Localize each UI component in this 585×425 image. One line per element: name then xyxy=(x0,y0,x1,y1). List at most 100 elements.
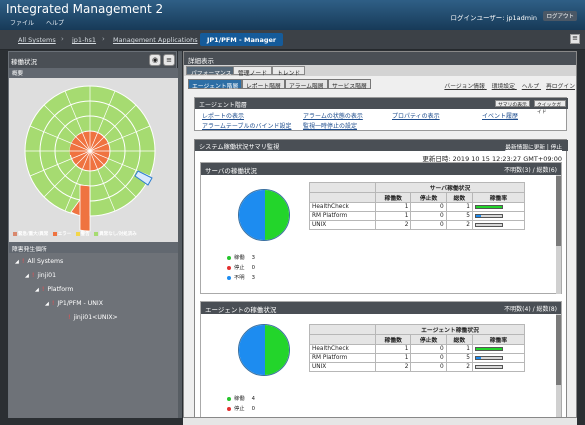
agent-hierarchy-box: エージェント階層 サマリの表示 クイックガイド レポートの表示 アラームの状態の… xyxy=(194,97,568,131)
breadcrumb-all-systems[interactable]: All Systems xyxy=(18,36,56,44)
table-group-header: サーバ稼働状況 xyxy=(375,182,525,193)
agent-hierarchy-title: エージェント階層 xyxy=(195,98,568,109)
summary-button[interactable]: サマリの表示 xyxy=(495,100,530,108)
pie-legend: 稼働 4 停止 0 xyxy=(227,394,255,414)
tab-report-hierarchy[interactable]: レポート階層 xyxy=(242,79,285,90)
status-pie-chart xyxy=(238,189,290,241)
server-status-section: サーバの稼働状況 不明数(3) / 総数(6) 稼働 3 停止 0 不明 3 サーバ稼… xyxy=(200,162,562,294)
tab-alarm-hierarchy[interactable]: アラーム階層 xyxy=(285,79,328,90)
rate-bar xyxy=(474,222,503,227)
tab-performance[interactable]: パフォーマンス xyxy=(186,66,237,77)
breadcrumb-jp1-hs1[interactable]: jp1-hs1 xyxy=(72,36,97,44)
alert-icon: ! xyxy=(51,300,55,307)
scroll-thumb[interactable] xyxy=(556,315,561,385)
tab-management-node[interactable]: 管理ノード xyxy=(233,66,272,77)
hierarchy-tabs: エージェント階層 レポート階層 アラーム階層 サービス階層 バージョン情報 環境… xyxy=(184,78,576,90)
settings-link[interactable]: 環境設定 xyxy=(491,84,515,90)
legend-critical: 緊急/重大/異常 xyxy=(13,231,48,237)
table-row: RM Platform 1 0 5 xyxy=(308,353,526,363)
agent-status-section: エージェントの稼働状況 不明数(4) / 総数(8) 稼働 4 停止 0 エージェン… xyxy=(200,301,562,417)
server-status-table: サーバ稼働状況 稼働数 停止数 総数 稼働率 HealthCheck 1 0 1 RM Pl… xyxy=(308,182,526,230)
bottom-resize-bar[interactable] xyxy=(183,418,577,425)
breadcrumb: All Systems › jp1-hs1 › Management Appli… xyxy=(0,30,585,50)
menu-icon[interactable]: ≡ xyxy=(570,34,580,44)
tab-trend[interactable]: トレンド xyxy=(272,66,306,77)
refresh-link[interactable]: 最新情報に更新 xyxy=(505,145,546,151)
panel-splitter[interactable] xyxy=(178,51,182,418)
overview-header: 概要 xyxy=(9,68,178,78)
section-counts: 不明数(3) / 総数(6) xyxy=(504,167,557,174)
login-user: ログインユーザー: jp1admin xyxy=(450,14,537,22)
app-title: Integrated Management 2 xyxy=(6,2,164,16)
report-link[interactable]: レポートの表示 xyxy=(202,113,245,120)
collapse-icon[interactable]: ◢ xyxy=(35,287,39,293)
legend-running: 稼働 4 xyxy=(227,394,255,404)
table-row: HealthCheck 1 0 1 xyxy=(308,202,526,212)
section-title: サーバの稼働状況 xyxy=(201,163,561,175)
alarm-status-link[interactable]: アラームの状態の表示 xyxy=(303,113,363,120)
tree-item-jp1-pfm-unix[interactable]: ◢! JP1/PFM - UNIX xyxy=(45,300,103,307)
legend-running: 稼働 3 xyxy=(227,253,255,263)
tree-item-jinji01-unix[interactable]: ! jinji01<UNIX> xyxy=(68,314,118,321)
alert-icon: ! xyxy=(68,314,71,321)
details-title: 詳細表示 xyxy=(184,52,576,65)
collapse-icon[interactable]: ◢ xyxy=(15,259,19,265)
collapse-icon[interactable]: ◢ xyxy=(25,273,29,279)
fault-tree: ◢! All Systems ◢! jinji01 ◢! Platform ◢! JP1… xyxy=(9,253,178,418)
breadcrumb-separator: › xyxy=(61,35,64,43)
stop-link[interactable]: 停止 xyxy=(550,145,562,151)
version-link[interactable]: バージョン情報 xyxy=(444,84,485,90)
alert-icon: ! xyxy=(21,258,25,265)
logout-button[interactable]: ログアウト xyxy=(543,11,577,21)
tree-item-jinji01[interactable]: ◢! jinji01 xyxy=(25,272,57,279)
relogin-link[interactable]: 再ログイン xyxy=(546,84,575,90)
collapse-icon[interactable]: ◢ xyxy=(45,301,49,307)
scroll-thumb[interactable] xyxy=(556,176,561,246)
legend-normal: 異常なし/対処済み xyxy=(94,231,137,237)
fault-location-header: 障害発生個所 xyxy=(9,242,178,253)
rate-bar xyxy=(474,355,503,360)
breadcrumb-management-applications[interactable]: Management Applications xyxy=(113,36,198,44)
tab-service-hierarchy[interactable]: サービス階層 xyxy=(328,79,371,90)
utility-links: バージョン情報 環境設定 ヘルプ 再ログイン xyxy=(439,81,575,90)
table-row: UNIX 2 0 2 xyxy=(308,220,526,230)
event-history-link[interactable]: イベント履歴 xyxy=(482,113,519,120)
tree-item-platform[interactable]: ◢! Platform xyxy=(35,286,74,293)
table-row: RM Platform 1 0 5 xyxy=(308,211,526,221)
breadcrumb-separator: › xyxy=(102,35,105,43)
menu-bar: ファイル ヘルプ xyxy=(10,18,74,27)
table-group-header: エージェント稼働状況 xyxy=(375,324,525,335)
breadcrumb-current[interactable]: JP1/PFM - Manager xyxy=(200,33,284,46)
pie-legend: 稼働 3 停止 0 不明 3 xyxy=(227,253,255,283)
status-panel: 稼働状況 ◉ ≡ 概要 xyxy=(8,51,178,418)
sunburst-legend: 緊急/重大/異常 エラー 警告 異常なし/対処済み xyxy=(13,231,140,237)
tree-item-all-systems[interactable]: ◢! All Systems xyxy=(15,258,64,265)
alarm-binding-link[interactable]: アラームテーブルのバインド設定 xyxy=(202,123,292,130)
legend-error: エラー xyxy=(52,231,71,237)
sunburst-chart[interactable] xyxy=(9,78,178,273)
system-summary: システム稼働状況サマリ監視 最新情報に更新 | 停止 更新日時: 2019 10… xyxy=(194,139,568,417)
title-bar: Integrated Management 2 ファイル ヘルプ ログインユーザ… xyxy=(0,0,585,30)
alert-icon: ! xyxy=(41,286,45,293)
details-panel: 詳細表示 パフォーマンス 管理ノード トレンド エージェント階層 レポート階層 … xyxy=(183,51,577,418)
legend-unknown: 不明 3 xyxy=(227,273,255,283)
updated-timestamp: 更新日時: 2019 10 15 12:23:27 GMT+09:00 xyxy=(422,155,562,163)
alert-icon: ! xyxy=(31,272,35,279)
view-icon[interactable]: ◉ xyxy=(149,54,161,66)
menu-help[interactable]: ヘルプ xyxy=(45,20,64,27)
monitoring-pause-link[interactable]: 監視一時停止の設定 xyxy=(303,123,358,130)
status-pie-chart xyxy=(238,324,290,376)
property-link[interactable]: プロパティの表示 xyxy=(392,113,440,120)
rate-bar xyxy=(474,346,503,351)
section-counts: 不明数(4) / 総数(8) xyxy=(504,306,557,313)
quick-guide-button[interactable]: クイックガイド xyxy=(534,100,566,115)
sunburst-svg xyxy=(24,85,156,232)
summary-actions: 最新情報に更新 | 停止 xyxy=(505,145,562,151)
list-icon[interactable]: ≡ xyxy=(163,54,175,66)
menu-file[interactable]: ファイル xyxy=(10,20,35,27)
help-link[interactable]: ヘルプ xyxy=(521,84,540,90)
rate-bar xyxy=(474,364,503,369)
agent-status-table: エージェント稼働状況 稼働数 停止数 総数 稼働率 HealthCheck 1 0 1 RM… xyxy=(308,324,526,372)
tab-agent-hierarchy[interactable]: エージェント階層 xyxy=(188,79,243,90)
summary-title: システム稼働状況サマリ監視 xyxy=(195,140,568,151)
